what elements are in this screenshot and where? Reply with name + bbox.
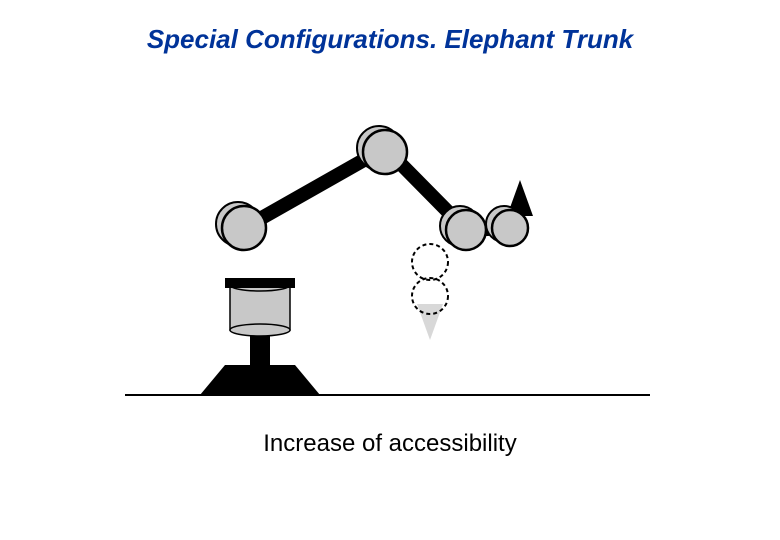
gripper-ghost [417,304,443,340]
joint-0 [222,206,266,250]
slide-caption: Increase of accessibility [0,430,780,458]
slide-canvas: Special Configurations. Elephant Trunk I… [0,0,780,540]
joint-3 [492,210,528,246]
pedestal-top [225,278,295,288]
ghost-joint-0 [412,244,448,280]
joint-2 [446,210,486,250]
base-cylinder-bottom [230,324,290,336]
elephant-trunk-diagram [0,0,780,540]
joint-1 [363,130,407,174]
base-trap [200,365,320,395]
